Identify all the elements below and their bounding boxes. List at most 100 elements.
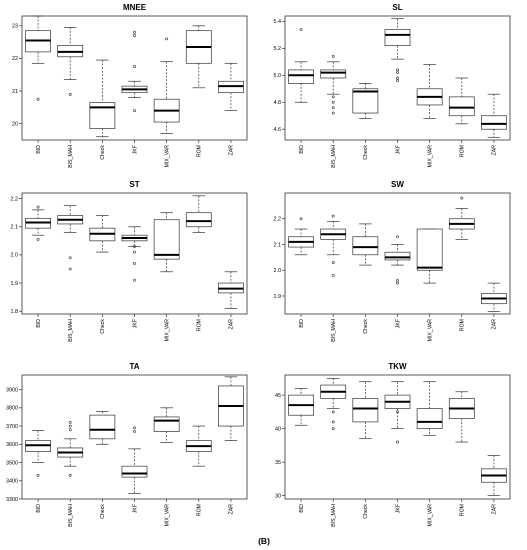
box-jkf: JKF <box>384 18 411 154</box>
y-tick-label: 3900 <box>6 387 18 393</box>
y-tick-label: 4.8 <box>274 100 282 106</box>
box-rom: ROM <box>185 195 212 331</box>
category-label: ROM <box>460 319 466 331</box>
panel-title: SW <box>391 180 404 189</box>
y-tick-label: 2.2 <box>274 217 282 223</box>
category-label: JKF <box>395 319 401 328</box>
box-mix_var: MIX_VAR <box>153 212 180 341</box>
category-label: MIX_VAR <box>164 504 170 527</box>
outlier-point <box>68 256 72 260</box>
outlier-point <box>396 410 399 414</box>
category-label: Check <box>363 145 369 160</box>
category-label: BID <box>36 504 42 513</box>
plot-frame <box>21 374 248 500</box>
category-label: Check <box>100 319 106 334</box>
outlier-point <box>133 245 136 248</box>
category-label: BID <box>36 145 42 154</box>
category-label: ROM <box>197 145 203 157</box>
y-tick-label: 3400 <box>6 479 18 485</box>
category-label: MIX_VAR <box>427 504 433 527</box>
y-tick-label: 40 <box>275 426 281 432</box>
outlier-point <box>331 261 335 264</box>
panels-group: MNEE 20 21 22 23 BID BIS_MAH Check JKF MIX_VAR ROM… <box>6 3 511 527</box>
outlier-point <box>331 95 335 99</box>
outlier-point <box>396 76 399 80</box>
y-tick-label: 3700 <box>6 424 18 430</box>
category-label: JKF <box>132 145 138 154</box>
y-tick-label: 3500 <box>6 460 18 466</box>
outlier-point <box>36 238 40 241</box>
outlier-point <box>396 440 399 444</box>
box-bis_mah: BIS_MAH <box>320 378 347 527</box>
y-tick-label: 2.1 <box>11 225 19 231</box>
category-label: BID <box>299 145 305 154</box>
box-bis_mah: BIS_MAH <box>57 27 84 168</box>
box-zar: ZAR <box>218 376 244 515</box>
iqr-box <box>185 212 212 228</box>
iqr-box <box>153 416 180 432</box>
box-rom: ROM <box>448 77 475 157</box>
panel-title: SL <box>392 3 402 12</box>
y-tick-label: 22 <box>12 56 18 62</box>
category-label: JKF <box>395 504 401 513</box>
outlier-point <box>133 426 136 430</box>
category-label: MIX_VAR <box>164 145 170 168</box>
outlier-point <box>396 71 399 75</box>
outlier-point <box>36 473 40 477</box>
category-label: JKF <box>395 145 401 154</box>
panel-sl: SL 4.6 4.8 5.0 5.2 5.4 BID BIS_MAH Check JKF MIX_V… <box>274 3 511 168</box>
box-jkf: JKF <box>121 426 148 513</box>
panel-mnee: MNEE 20 21 22 23 BID BIS_MAH Check JKF MIX_VAR ROM… <box>12 3 248 168</box>
outlier-point <box>133 109 136 113</box>
box-check: Check <box>352 83 379 160</box>
outlier-point <box>331 214 335 218</box>
y-tick-label: 2.0 <box>11 253 19 259</box>
outlier-point <box>331 111 335 115</box>
category-label: ZAR <box>229 504 235 515</box>
y-tick-label: 2.0 <box>274 268 282 274</box>
y-tick-label: 20 <box>12 121 18 127</box>
y-tick-label: 2.2 <box>11 196 19 202</box>
outlier-point <box>36 97 40 101</box>
category-label: ZAR <box>229 145 235 156</box>
outlier-point <box>68 428 72 432</box>
y-tick-label: 35 <box>275 460 281 466</box>
category-label: Check <box>100 145 106 160</box>
category-label: ROM <box>197 504 203 516</box>
box-check: Check <box>89 59 116 160</box>
plot-frame <box>21 192 248 315</box>
outlier-point <box>331 427 335 431</box>
y-tick-label: 23 <box>12 24 18 30</box>
outlier-point <box>133 34 136 37</box>
outlier-point <box>396 79 399 83</box>
iqr-box <box>448 96 475 117</box>
box-rom: ROM <box>185 25 212 157</box>
iqr-box <box>416 408 443 429</box>
outlier-point <box>331 55 335 58</box>
box-bid: BID <box>288 28 314 154</box>
y-tick-label: 4.6 <box>274 127 282 133</box>
panel-title: TA <box>129 362 139 371</box>
iqr-box <box>384 29 411 47</box>
box-mix_var: MIX_VAR <box>416 64 443 168</box>
category-label: JKF <box>132 504 138 513</box>
outlier-point <box>460 196 464 200</box>
category-label: BIS_MAH <box>68 319 74 342</box>
outlier-point <box>396 68 399 72</box>
outlier-point <box>68 92 72 96</box>
box-jkf: JKF <box>121 30 148 154</box>
iqr-box <box>352 236 379 256</box>
category-label: JKF <box>132 319 138 328</box>
box-check: Check <box>89 411 116 519</box>
panel-sw: SW 1.9 2.0 2.1 2.2 BID BIS_MAH Check JKF MIX_VAR R… <box>274 180 511 342</box>
outlier-point <box>396 279 399 282</box>
box-jkf: JKF <box>384 381 411 513</box>
category-label: BIS_MAH <box>68 504 74 527</box>
box-bid: BID <box>288 217 314 328</box>
iqr-box <box>352 88 379 114</box>
y-tick-label: 3800 <box>6 406 18 412</box>
iqr-box <box>121 465 148 478</box>
box-bid: BID <box>25 430 51 513</box>
category-label: ZAR <box>492 145 498 156</box>
category-label: MIX_VAR <box>427 145 433 168</box>
